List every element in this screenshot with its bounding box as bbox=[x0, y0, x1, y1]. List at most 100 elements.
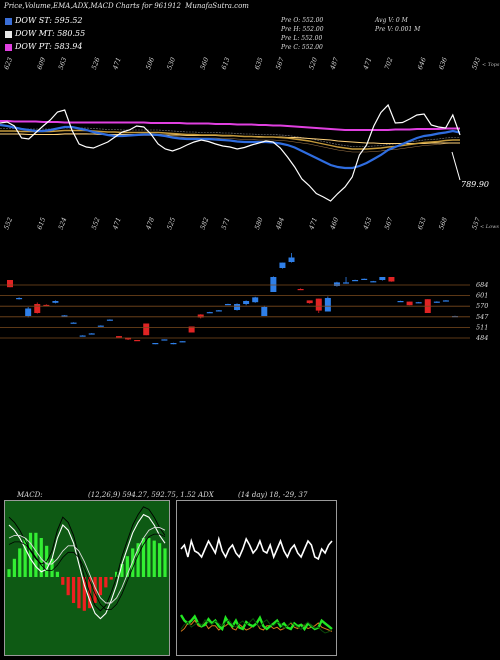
candle-body-20 bbox=[188, 326, 195, 333]
candle-body-2 bbox=[25, 308, 32, 316]
candle-body-40 bbox=[370, 281, 377, 283]
candle-body-16 bbox=[152, 343, 159, 345]
macd-panel bbox=[4, 500, 170, 656]
low-label-13: 453 bbox=[361, 216, 373, 231]
macd-hist-25 bbox=[141, 538, 146, 577]
macd-hist-2 bbox=[18, 548, 22, 577]
top-label-17: 593 bbox=[470, 56, 482, 70]
ohlc-close: Pre C: 552.00 bbox=[281, 44, 323, 51]
last-price: 789.90 bbox=[461, 180, 489, 189]
macd-hist-5 bbox=[34, 532, 38, 577]
low-label-10: 484 bbox=[274, 216, 286, 231]
candle-body-29 bbox=[270, 277, 277, 292]
candle-body-21 bbox=[197, 314, 204, 318]
macd-hist-16 bbox=[93, 577, 97, 603]
top-label-13: 471 bbox=[361, 56, 373, 71]
adx-upper-line bbox=[180, 535, 333, 561]
macd-hist-19 bbox=[109, 577, 113, 580]
ohlc-high: Pre H: 552.00 bbox=[281, 26, 324, 33]
candle-body-9 bbox=[88, 333, 95, 335]
candle-body-27 bbox=[252, 297, 259, 303]
candle-body-7 bbox=[70, 322, 77, 324]
candle-body-45 bbox=[415, 302, 422, 304]
low-label-5: 478 bbox=[144, 216, 156, 231]
low-label-7: 582 bbox=[199, 216, 211, 230]
candle-body-36 bbox=[333, 282, 340, 286]
candle-body-19 bbox=[179, 341, 186, 343]
top-label-12: 487 bbox=[328, 55, 340, 71]
ema-lines bbox=[0, 103, 461, 202]
candle-body-42 bbox=[388, 277, 395, 282]
price-level-label-0: 684 bbox=[476, 281, 488, 289]
candle-body-1 bbox=[16, 298, 23, 300]
candle-body-35 bbox=[324, 298, 331, 312]
series-price bbox=[0, 103, 461, 202]
macd-line bbox=[8, 513, 166, 620]
candle-body-32 bbox=[297, 289, 304, 291]
top-label-15: 646 bbox=[416, 56, 428, 70]
top-label-11: 520 bbox=[307, 56, 319, 70]
macd-hist-23 bbox=[131, 548, 135, 577]
macd-hist-9 bbox=[55, 571, 60, 577]
price-level-label-3: 547 bbox=[476, 313, 489, 321]
low-label-1: 615 bbox=[36, 216, 48, 230]
candle-body-26 bbox=[243, 301, 250, 304]
macd-signal-shadow bbox=[8, 533, 166, 610]
site-name: MunafaSutra.com bbox=[185, 2, 249, 10]
low-label-9: 580 bbox=[253, 216, 265, 230]
low-label-4: 471 bbox=[111, 216, 123, 231]
macd-hist-29 bbox=[163, 548, 167, 577]
low-label-6: 525 bbox=[165, 216, 177, 230]
chart-title: Price,Volume,EMA,ADX,MACD Charts for 961… bbox=[4, 2, 249, 10]
candle-body-48 bbox=[442, 300, 449, 302]
candle-body-30 bbox=[279, 262, 286, 268]
low-label-16: 568 bbox=[437, 216, 449, 230]
low-label-11: 471 bbox=[307, 216, 319, 231]
candle-body-24 bbox=[224, 304, 231, 306]
top-labels: 623 609 563 526 471 506 530 560 613 635 567 520 487 4… bbox=[2, 55, 482, 71]
low-label-14: 567 bbox=[383, 215, 395, 230]
candle-body-0 bbox=[7, 280, 13, 288]
legend-swatch-mt bbox=[5, 31, 12, 38]
macd-hist-8 bbox=[50, 558, 54, 577]
ohlc-open: Pre O: 552.00 bbox=[281, 17, 324, 24]
candle-body-15 bbox=[143, 323, 150, 336]
macd-hist-12 bbox=[71, 577, 76, 603]
candle-body-22 bbox=[206, 312, 213, 314]
top-label-5: 506 bbox=[144, 56, 156, 70]
low-label-0: 552 bbox=[2, 216, 14, 230]
adx-upper-shadow bbox=[180, 545, 333, 568]
adx-chart bbox=[179, 535, 333, 634]
candle-body-37 bbox=[343, 282, 350, 284]
candle-body-5 bbox=[52, 301, 59, 303]
low-label-2: 524 bbox=[57, 216, 69, 230]
macd-hist-4 bbox=[28, 532, 33, 577]
low-label-15: 633 bbox=[416, 216, 428, 230]
lows-label: < Lows bbox=[480, 224, 499, 230]
top-label-0: 623 bbox=[2, 56, 14, 70]
adx-panel bbox=[176, 500, 337, 656]
series-ema_short bbox=[0, 123, 461, 170]
candle-body-14 bbox=[134, 340, 141, 342]
macd-values: (12,26,9) 594.27, 592.75, 1.52 ADX bbox=[88, 491, 214, 499]
series-ema_mid bbox=[0, 129, 460, 150]
candle-body-43 bbox=[397, 301, 404, 303]
top-label-8: 613 bbox=[220, 56, 232, 70]
macd-hist-20 bbox=[114, 571, 119, 577]
macd-hist-27 bbox=[152, 540, 156, 577]
last-price-tail bbox=[451, 151, 461, 181]
macd-hist-18 bbox=[104, 577, 108, 588]
candle-body-47 bbox=[433, 301, 440, 303]
candle-body-3 bbox=[34, 304, 41, 313]
macd-hist-13 bbox=[77, 577, 81, 609]
top-label-3: 526 bbox=[90, 56, 102, 70]
top-label-16: 636 bbox=[437, 56, 449, 70]
top-label-2: 563 bbox=[57, 56, 69, 70]
price-level-label-5: 484 bbox=[475, 334, 488, 342]
macd-hist-24 bbox=[136, 543, 140, 577]
candle-body-38 bbox=[352, 280, 359, 282]
candle-body-44 bbox=[406, 301, 413, 306]
candle-body-6 bbox=[61, 315, 68, 317]
chart-title-text: Price,Volume,EMA,ADX,MACD Charts for 961… bbox=[4, 2, 181, 10]
price-level-label-4: 511 bbox=[476, 323, 488, 331]
